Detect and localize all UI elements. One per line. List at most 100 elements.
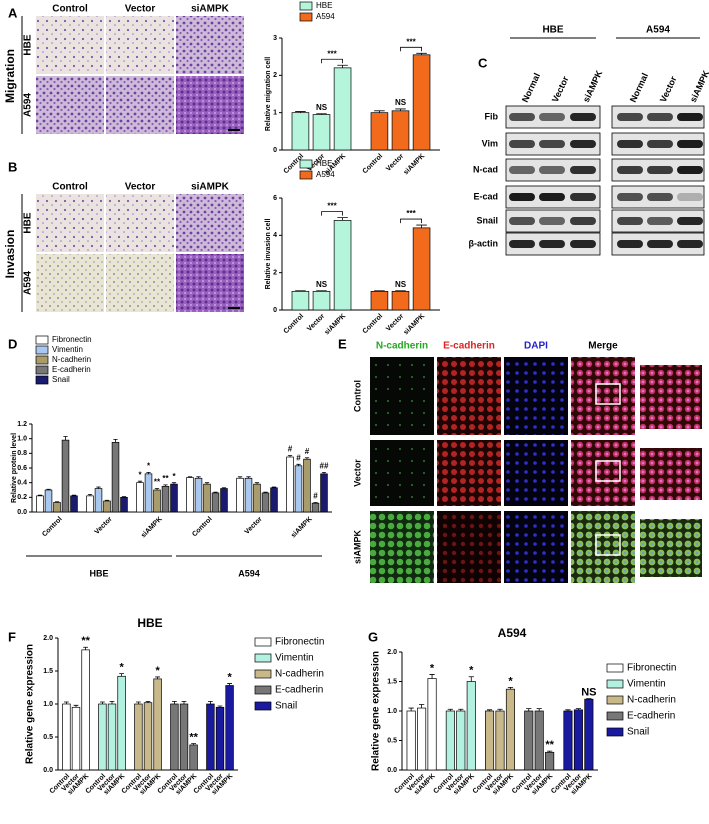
y-tick-label: 2.0 xyxy=(43,635,53,642)
legend-label: Fibronectin xyxy=(275,637,324,648)
panel-label: D xyxy=(8,336,17,351)
blot-band xyxy=(509,217,535,225)
bar xyxy=(143,702,153,771)
bar xyxy=(320,473,328,513)
row-label: siAMPK xyxy=(352,530,362,565)
lane-label: Vector xyxy=(550,74,571,104)
column-label: E-cadherin xyxy=(443,341,495,352)
bar xyxy=(524,710,534,771)
error-bar xyxy=(316,113,327,115)
blot-row-label: Vim xyxy=(482,138,498,148)
y-tick-label: 2 xyxy=(273,270,277,277)
legend-label: HBE xyxy=(316,1,332,10)
fluorescence-image xyxy=(504,440,568,506)
error-bar xyxy=(163,484,168,487)
y-tick-label: 0 xyxy=(273,307,277,314)
annotation: ** xyxy=(81,635,90,647)
row-label: Vector xyxy=(352,459,362,487)
zoom-image xyxy=(640,448,702,500)
legend-label: A594 xyxy=(316,170,335,179)
blot-band xyxy=(647,140,673,148)
blot-band xyxy=(617,166,643,174)
y-tick-label: 2.0 xyxy=(387,649,397,656)
legend-swatch xyxy=(254,653,272,663)
bar xyxy=(261,492,270,513)
blot-band xyxy=(647,193,673,201)
bar xyxy=(70,495,78,513)
blot-band xyxy=(617,193,643,201)
annotation: * xyxy=(172,472,176,481)
bar xyxy=(186,477,194,513)
bar xyxy=(270,487,278,513)
lane-label: Normal xyxy=(628,72,650,104)
blot-row-label: N-cad xyxy=(473,164,498,174)
column-label: siAMPK xyxy=(191,182,230,193)
blot-band xyxy=(647,217,673,225)
error-bar xyxy=(227,683,232,686)
lane-label: Normal xyxy=(520,72,542,104)
annotation: * xyxy=(469,665,474,677)
y-tick-label: 1.2 xyxy=(17,421,27,428)
bar xyxy=(71,706,81,771)
bar xyxy=(253,483,261,513)
fluorescence-image xyxy=(370,511,434,583)
blot-band xyxy=(539,217,565,225)
fluorescence-image xyxy=(571,357,635,435)
bar xyxy=(120,496,128,513)
blot-band xyxy=(570,193,596,201)
bar xyxy=(545,751,555,771)
micrograph xyxy=(36,194,104,252)
error-bar xyxy=(408,707,414,711)
legend-label: A594 xyxy=(316,12,335,21)
x-tick-label: siAMPK xyxy=(403,313,427,337)
legend-label: Snail xyxy=(52,375,70,384)
panel-label: F xyxy=(8,629,16,644)
x-tick-label: Control xyxy=(41,516,64,539)
legend-swatch xyxy=(254,669,272,679)
legend-label: E-cadherin xyxy=(627,711,675,722)
lane-label: siAMPK xyxy=(688,68,709,103)
error-bar xyxy=(109,700,115,704)
y-tick-label: 1.0 xyxy=(387,708,397,715)
bar xyxy=(391,290,410,311)
bar xyxy=(144,473,153,513)
y-tick-label: 0.5 xyxy=(43,734,53,741)
bar xyxy=(312,114,331,151)
blot-group: A594 xyxy=(646,25,670,36)
blot-band xyxy=(677,240,703,248)
zoom-image xyxy=(640,519,702,577)
micrograph xyxy=(36,16,104,74)
x-tick-label: Vector xyxy=(306,313,326,333)
blot-band xyxy=(570,166,596,174)
error-bar xyxy=(145,700,151,703)
annotation: NS xyxy=(316,280,328,289)
y-axis-label: Relative migration cell xyxy=(265,57,272,131)
fluorescence-image xyxy=(571,440,635,506)
error-bar xyxy=(187,476,193,478)
error-bar xyxy=(507,687,514,690)
blot-band xyxy=(539,140,565,148)
legend-label: Fibronectin xyxy=(627,663,676,674)
y-tick-label: 0.0 xyxy=(17,509,27,516)
bar xyxy=(86,495,94,513)
error-bar xyxy=(221,487,227,489)
legend-label: N-cadherin xyxy=(52,355,91,364)
legend-label: Vimentin xyxy=(275,653,314,664)
bar xyxy=(391,110,410,151)
bar xyxy=(312,290,331,311)
column-label: Vector xyxy=(125,182,156,193)
legend-swatch xyxy=(299,1,313,11)
bar xyxy=(291,112,310,151)
micrograph xyxy=(176,254,244,312)
bar xyxy=(107,703,117,771)
error-bar xyxy=(100,701,105,704)
error-bar xyxy=(296,463,301,466)
y-tick-label: 0.5 xyxy=(387,737,397,744)
error-bar xyxy=(395,290,406,292)
micrograph xyxy=(106,76,174,134)
legend-swatch xyxy=(254,701,272,711)
micrograph xyxy=(176,76,244,134)
error-bar xyxy=(575,708,582,710)
bar xyxy=(412,227,431,311)
bar xyxy=(236,477,244,513)
